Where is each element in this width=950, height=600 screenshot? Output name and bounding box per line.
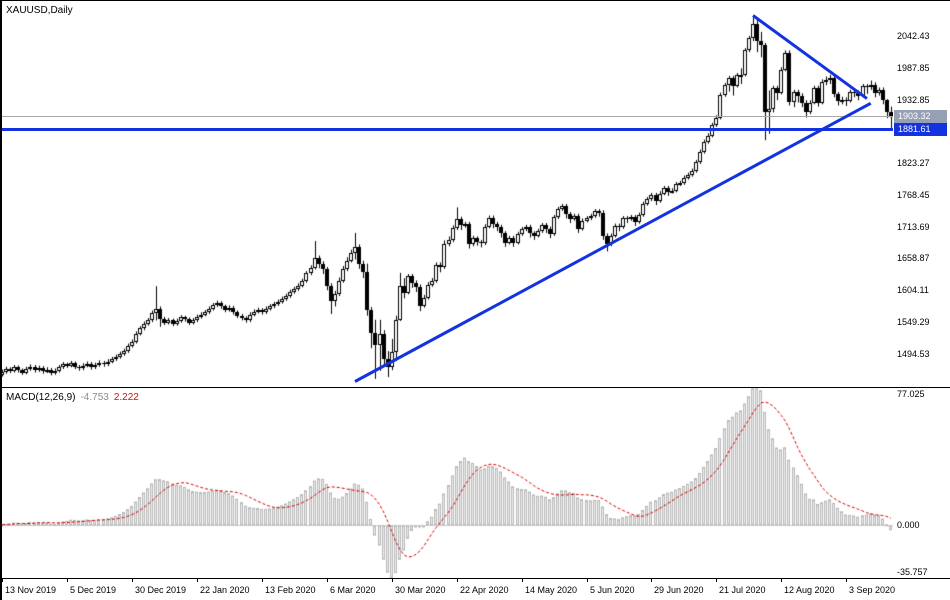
macd-main-value: -4.753: [80, 392, 109, 403]
macd-name: MACD(12,26,9): [6, 392, 76, 403]
date-axis-label: 6 Mar 2020: [330, 585, 376, 595]
window-top-border: [0, 0, 950, 1]
candlestick-canvas[interactable]: [0, 0, 893, 387]
date-axis-label: 5 Jun 2020: [590, 585, 635, 595]
support-level-badge[interactable]: 1881.61: [894, 122, 947, 136]
date-axis-label: 21 Jul 2020: [719, 585, 766, 595]
date-axis-label: 13 Feb 2020: [265, 585, 316, 595]
macd-indicator-label: MACD(12,26,9) -4.753 2.222: [6, 392, 144, 403]
date-tick: [392, 578, 393, 582]
date-axis-label: 5 Dec 2019: [70, 585, 117, 595]
price-axis-label: 1549.29: [897, 316, 930, 327]
price-axis-label: 1604.11: [897, 285, 929, 296]
date-axis-label: 30 Mar 2020: [395, 585, 446, 595]
price-axis-label: 2042.43: [897, 31, 930, 42]
date-axis-label: 13 Nov 2019: [5, 585, 57, 595]
price-axis-label: 1932.85: [897, 94, 930, 105]
date-axis-label: 14 May 2020: [525, 585, 578, 595]
macd-axis-label: -35.757: [897, 567, 928, 577]
date-axis-label: 22 Jan 2020: [200, 585, 250, 595]
date-axis[interactable]: 13 Nov 2019 5 Dec 2019 30 Dec 2019 22 Jan 2…: [0, 578, 950, 600]
date-tick: [522, 578, 523, 582]
date-tick: [327, 578, 328, 582]
date-tick: [197, 578, 198, 582]
macd-pane[interactable]: MACD(12,26,9) -4.753 2.222: [0, 388, 893, 578]
date-tick: [587, 578, 588, 582]
window-left-border: [0, 0, 2, 600]
date-axis-label: 3 Sep 2020: [849, 585, 896, 595]
date-tick: [67, 578, 68, 582]
price-axis-label: 1713.69: [897, 221, 930, 232]
price-axis-label: 1987.85: [897, 62, 930, 73]
date-axis-label: 29 Jun 2020: [654, 585, 704, 595]
current-price-badge: 1903.32: [894, 110, 947, 124]
price-axis-label: 1823.27: [897, 158, 930, 169]
current-price-line: [0, 116, 893, 118]
macd-axis-label: 77.025: [897, 389, 925, 399]
price-axis-label: 1494.53: [897, 348, 930, 359]
date-axis-label: 30 Dec 2019: [135, 585, 187, 595]
date-axis-label: 22 Apr 2020: [460, 585, 509, 595]
macd-axis-label: 0.000: [897, 519, 920, 530]
macd-signal-value: 2.222: [113, 392, 139, 403]
date-tick: [716, 578, 717, 582]
date-tick: [2, 578, 3, 582]
pane-separator[interactable]: [0, 387, 950, 388]
price-axis-label: 1768.45: [897, 189, 930, 200]
macd-canvas[interactable]: [0, 388, 893, 578]
price-axis[interactable]: 1903.32 1881.61 2042.43 1987.85 1932.85 182…: [893, 0, 950, 600]
symbol-label: XAUUSD,Daily: [6, 5, 73, 16]
date-tick: [781, 578, 782, 582]
price-axis-label: 1658.87: [897, 253, 930, 264]
date-axis-separator: [0, 578, 950, 579]
date-tick: [846, 578, 847, 582]
horizontal-support-line[interactable]: [0, 127, 893, 131]
date-tick: [132, 578, 133, 582]
date-axis-label: 12 Aug 2020: [784, 585, 835, 595]
date-tick: [651, 578, 652, 582]
price-pane[interactable]: XAUUSD,Daily: [0, 0, 893, 387]
date-tick: [262, 578, 263, 582]
date-tick: [457, 578, 458, 582]
